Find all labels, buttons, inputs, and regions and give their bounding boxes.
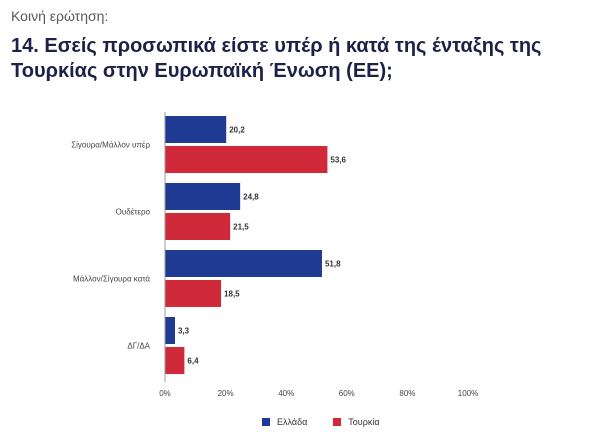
bar-greece-3 xyxy=(165,317,175,344)
bar-greece-0 xyxy=(165,116,227,143)
category-label-1: Ουδέτερο xyxy=(116,208,151,217)
bar-turkey-3 xyxy=(165,347,185,374)
value-label-greece-0: 20,2 xyxy=(229,126,245,135)
category-label-3: ΔΓ/ΔΑ xyxy=(127,342,150,351)
value-label-greece-2: 51,8 xyxy=(325,260,341,269)
x-tick-labels: 0% 20% 40% 60% 80% 100% xyxy=(159,389,478,398)
legend: Ελλάδα Τουρκία xyxy=(262,417,406,427)
x-tick-3: 60% xyxy=(339,389,355,398)
value-label-turkey-2: 18,5 xyxy=(224,290,240,299)
legend-swatch-greece xyxy=(262,418,270,426)
bar-greece-1 xyxy=(165,183,241,210)
bar-turkey-0 xyxy=(165,146,328,173)
bar-greece-2 xyxy=(165,250,322,277)
x-tick-2: 40% xyxy=(278,389,294,398)
value-label-turkey-0: 53,6 xyxy=(330,156,346,165)
x-tick-5: 100% xyxy=(458,389,478,398)
legend-label-greece: Ελλάδα xyxy=(277,417,308,427)
category-labels: Σίγουρα/Μάλλον υπέρ Ουδέτερο Μάλλον/Σίγουρ… xyxy=(71,141,150,351)
chart-title: 14. Εσείς προσωπικά είστε υπέρ ή κατά τη… xyxy=(11,35,542,82)
x-tick-0: 0% xyxy=(159,389,171,398)
labels-layer: 20,2 53,6 24,8 21,5 51,8 18,5 3,3 6,4 xyxy=(178,126,347,366)
x-tick-4: 80% xyxy=(399,389,415,398)
category-label-2: Μάλλον/Σίγουρα κατά xyxy=(73,275,150,284)
legend-item-turkey: Τουρκία xyxy=(333,417,380,427)
legend-item-greece: Ελλάδα xyxy=(262,417,307,427)
legend-swatch-turkey xyxy=(333,418,342,426)
value-label-turkey-1: 21,5 xyxy=(233,223,249,232)
x-tick-1: 20% xyxy=(218,389,234,398)
value-label-turkey-3: 6,4 xyxy=(187,357,199,366)
bar-turkey-1 xyxy=(165,213,231,240)
subtitle: Κοινή ερώτηση: xyxy=(11,8,109,24)
bar-turkey-2 xyxy=(165,280,222,307)
value-label-greece-3: 3,3 xyxy=(178,327,190,336)
bars-layer xyxy=(165,116,328,374)
category-label-0: Σίγουρα/Μάλλον υπέρ xyxy=(71,141,150,150)
legend-label-turkey: Τουρκία xyxy=(348,417,380,427)
value-label-greece-1: 24,8 xyxy=(243,193,259,202)
